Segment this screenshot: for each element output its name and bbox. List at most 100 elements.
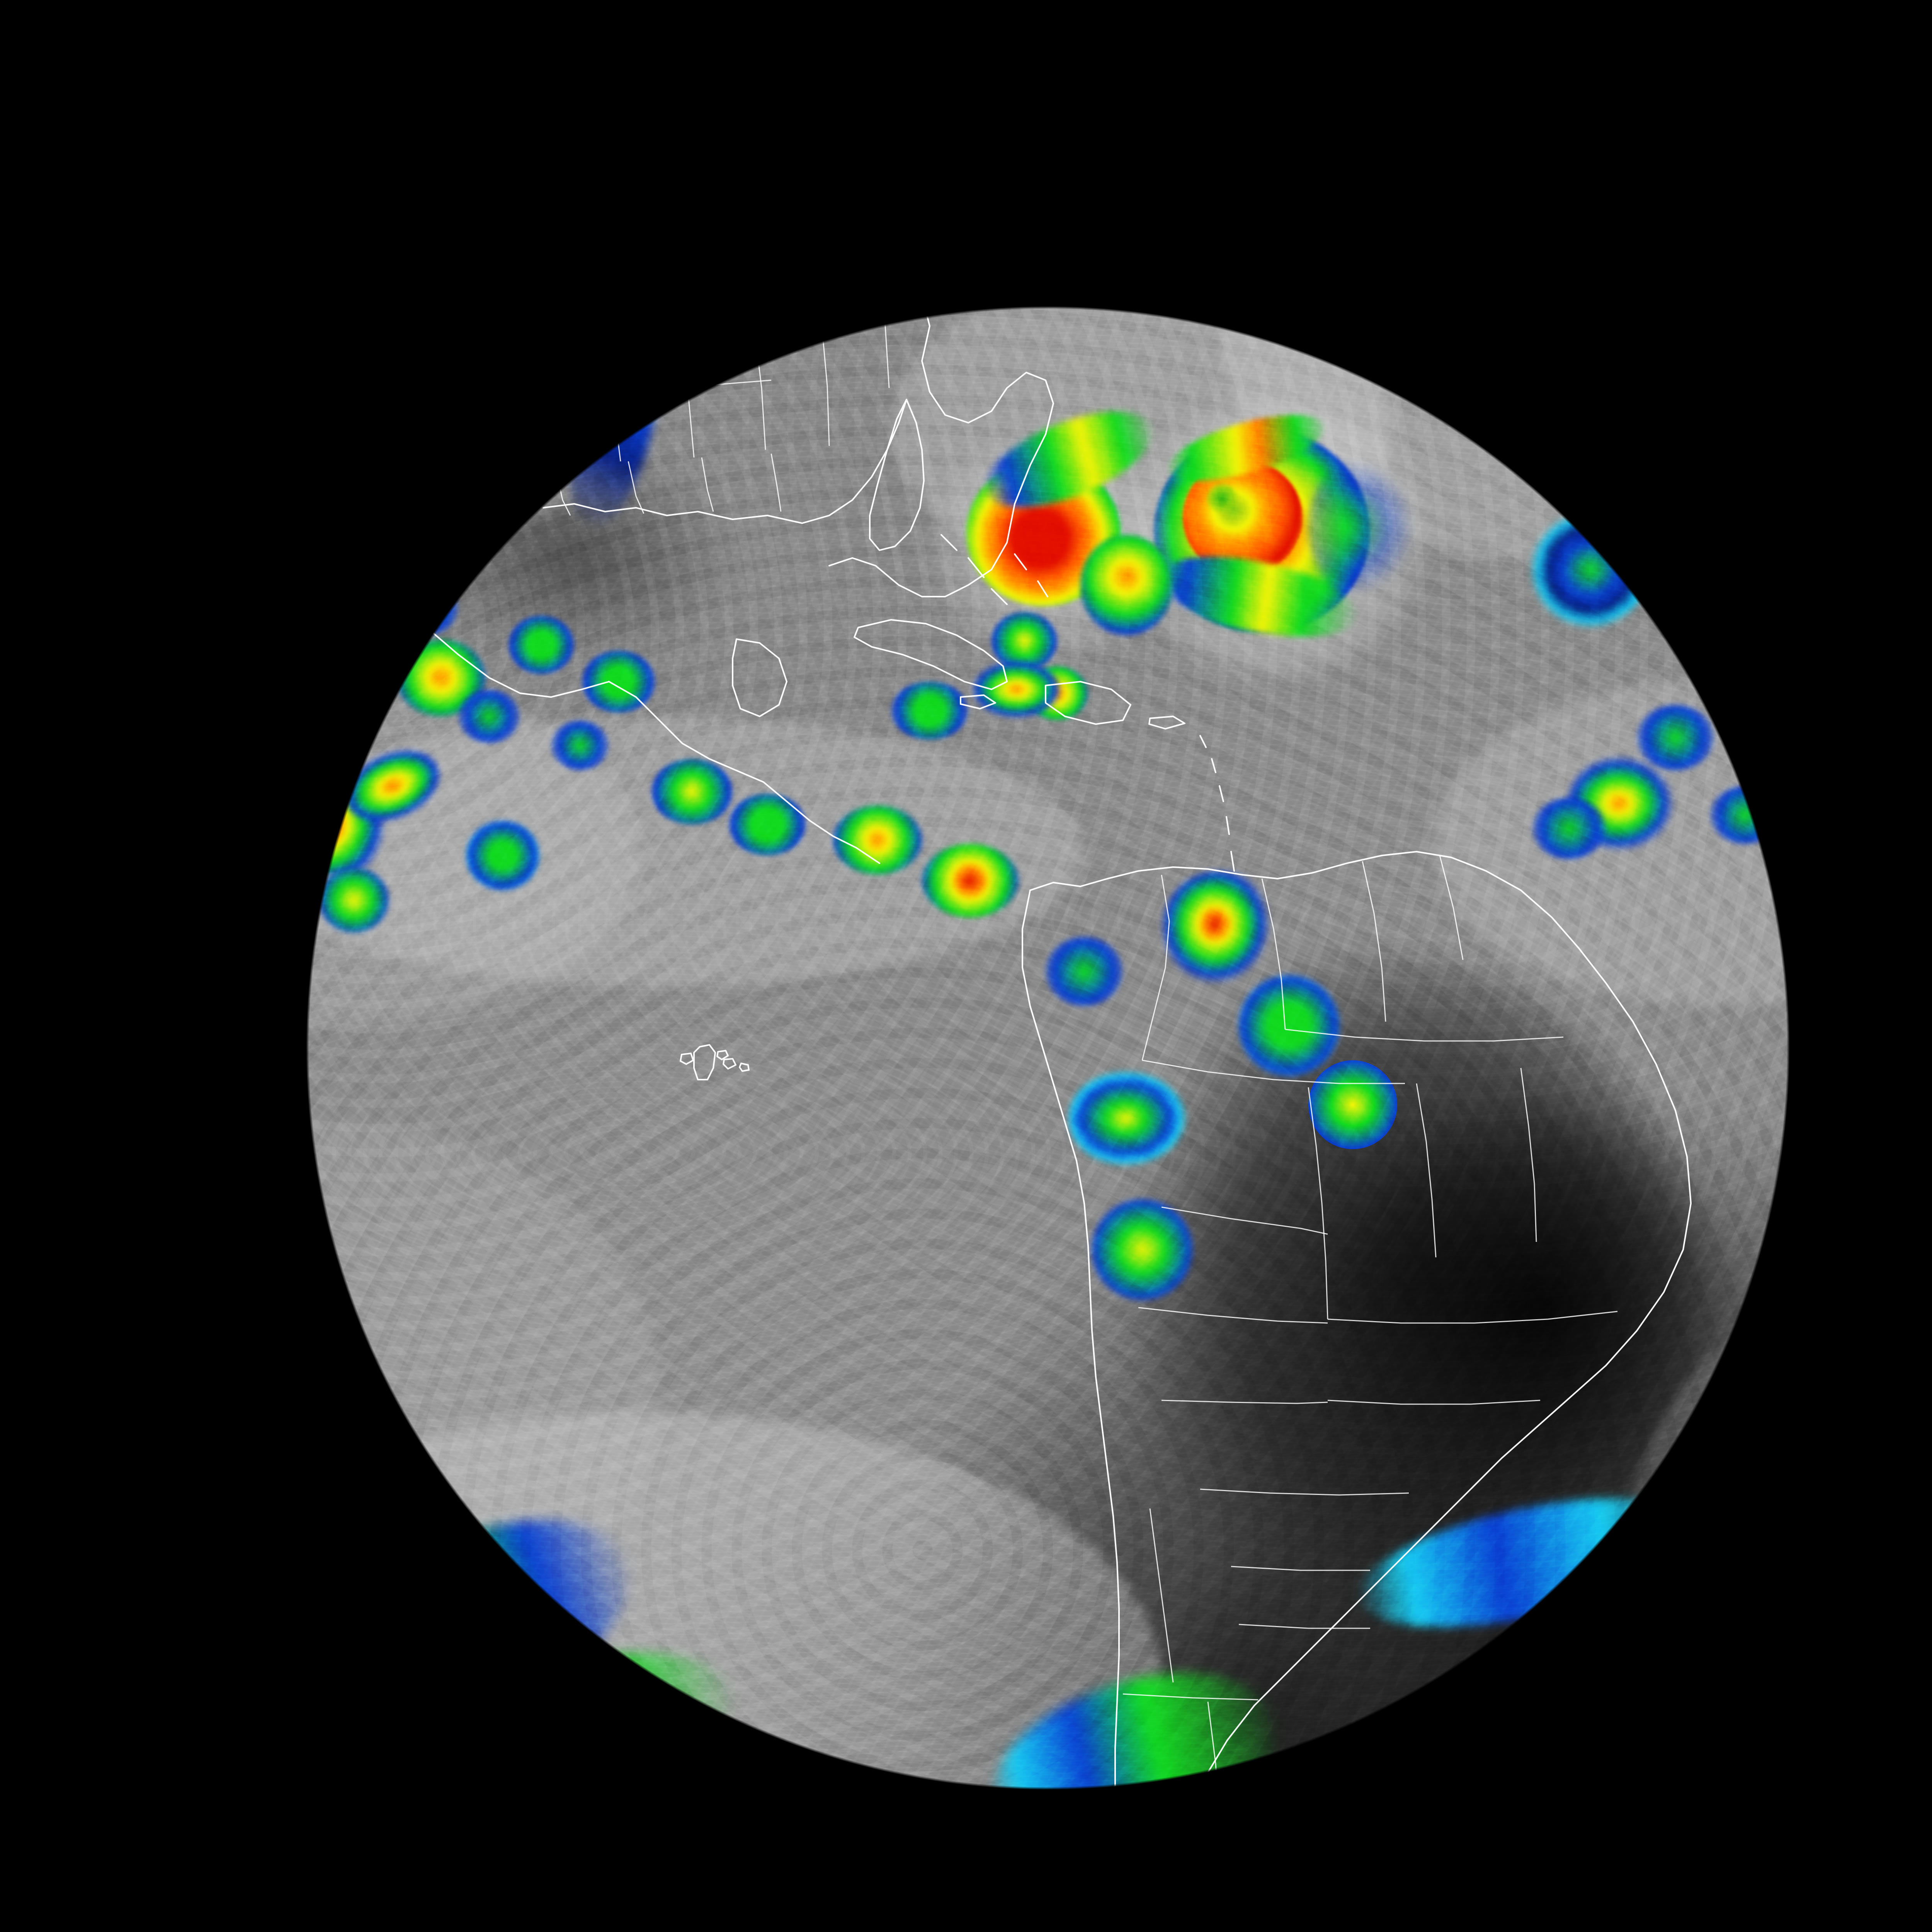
cloud-field-north-pacific: [99, 117, 679, 543]
convective-cell-pacific-i: [551, 720, 609, 770]
coastline-greenland: [1257, 16, 1440, 168]
frontal-band-south-pacific-b: [377, 1623, 748, 1842]
coastline-arctic-islands: [890, 32, 1155, 83]
cloud-field-north-atlantic: [1219, 98, 1876, 562]
convective-cluster-venezuela: [1239, 975, 1339, 1076]
convective-cluster-atlantic-itcz-b: [1637, 705, 1714, 770]
convective-cluster-cape-verde: [1560, 504, 1656, 612]
convective-cell-pacific-e: [729, 794, 806, 855]
coastline-lesser-antilles: [1199, 735, 1235, 872]
coastline-jamaica: [960, 694, 996, 709]
coastline-cuba: [854, 619, 1008, 690]
storm-bahamas-canopy: [930, 434, 1169, 658]
convective-cluster-north-atlantic-trough: [1529, 512, 1652, 628]
land-argentina: [1104, 1547, 1397, 1932]
convective-cluster-ecuador: [1046, 937, 1123, 1006]
coastline-north-america: [218, 252, 1054, 597]
convective-cell-pacific-c: [582, 651, 655, 713]
cloud-field-south-pacific: [2, 1122, 659, 1663]
convective-band-canada-northwest: [573, 2, 799, 218]
land-south-america: [1026, 948, 1702, 1702]
convective-cell-pacific-f: [833, 805, 922, 875]
land-brazil-interior: [1297, 1076, 1780, 1559]
convective-cell-pacific-k: [1026, 666, 1088, 720]
convective-cell-pacific-g: [922, 844, 1019, 917]
cloud-field-southern-ocean: [118, 1412, 1162, 1932]
coastline-central-america: [608, 681, 880, 864]
coastline-south-america: [1029, 851, 1692, 1932]
convective-cell-epac-south: [319, 867, 389, 933]
frontal-band-southern-ocean-east: [1372, 1717, 1878, 1932]
graticule-north-america: [249, 32, 780, 435]
storm-bahamas-core: [966, 459, 1121, 606]
convective-cell-bahamas-east: [1080, 535, 1173, 635]
convective-cluster-atlantic-itcz-a: [1567, 755, 1679, 852]
cloud-field-gulf-stream: [891, 272, 1393, 581]
convective-cell-pacific-j: [992, 612, 1057, 670]
cloud-field-south-atlantic: [1625, 1296, 1932, 1837]
frontal-band-pacific-northwest: [318, 71, 692, 481]
coastline-puerto-rico: [1148, 716, 1185, 730]
convective-cluster-epac-main: [273, 759, 396, 875]
coastline-baja-california: [345, 461, 401, 609]
convective-cluster-peru-south: [1092, 1199, 1192, 1300]
borders-south-america: [1115, 855, 1618, 1826]
cyclone-outer-canopy: [1125, 400, 1426, 678]
convective-cell-pacific-a: [396, 639, 485, 716]
coastline-galapagos: [680, 1044, 750, 1080]
convective-band-patagonia: [963, 1869, 1245, 1932]
convective-cluster-amazon-north: [1308, 1060, 1397, 1149]
frontal-band-north-atlantic: [1277, 119, 1556, 356]
storm-bahamas-north-band: [973, 392, 1165, 527]
cyclone-eyewall-ring: [1183, 459, 1303, 575]
convective-cluster-atlantic-itcz-c: [1710, 786, 1780, 844]
cloud-field-itcz-atlantic: [1432, 678, 1932, 1006]
convective-band-arctic-canada: [968, 32, 1131, 117]
coastline-hudson-bay: [971, 155, 1077, 265]
frontal-band-pacific-northwest-2: [428, 17, 767, 372]
coastline-hispaniola: [1045, 681, 1131, 725]
convective-cell-pacific-b: [509, 616, 574, 674]
convective-cell-cuba-south: [972, 658, 1061, 720]
coastline-florida: [869, 399, 925, 551]
land-mexico: [350, 427, 775, 697]
convective-cell-pacific-d: [651, 759, 733, 825]
coastline-gulf-of-mexico: [543, 399, 907, 524]
convective-cluster-peru: [1069, 1068, 1192, 1168]
cloud-field-subtropical-pacific: [60, 678, 640, 1026]
coastline-south-america-west: [1022, 889, 1134, 1932]
borders-canada-provinces: [875, 117, 1219, 273]
convective-cluster-colombia: [1162, 871, 1277, 987]
cyclone-spiral-band-north: [1162, 401, 1332, 495]
convective-band-canada-north: [1222, 2, 1456, 147]
convective-band-brazil-south-coast: [1347, 1473, 1710, 1652]
cyclone-eye: [1207, 484, 1237, 512]
convective-band-southeast-atlantic: [1665, 1633, 1918, 1863]
frontal-band-southwest-limb: [2, 1485, 194, 1717]
convective-cluster-atlantic-itcz-d: [1532, 798, 1606, 859]
convective-cell-pacific-h: [458, 689, 520, 743]
cloud-field-itcz-pacific: [234, 716, 1084, 987]
convective-band-texas: [554, 320, 672, 533]
coastline-mexico-west: [380, 480, 610, 698]
coastline-yucatan: [732, 638, 787, 717]
cyclone-spiral-band-south: [1152, 541, 1364, 652]
coastline-newfoundland: [1250, 260, 1298, 300]
cyclone-outflow-east: [1308, 446, 1440, 608]
coastline-bahamas: [940, 534, 1048, 605]
convective-cell-mexico-coast: [396, 581, 458, 635]
frontal-band-south-pacific-a: [271, 1476, 661, 1781]
cyclone-cold-shield: [1154, 429, 1370, 633]
convective-cluster-epac-ne: [332, 733, 453, 838]
borders-us-states: [413, 256, 890, 516]
convective-cell-epac-mid: [466, 821, 539, 890]
frontal-band-chile-coast: [969, 1641, 1299, 1886]
frontal-band-southeast-limb: [1860, 1725, 1932, 1932]
cloud-field-arctic: [814, 2, 1741, 233]
frontal-band-southern-ocean-main: [946, 1866, 1632, 1932]
